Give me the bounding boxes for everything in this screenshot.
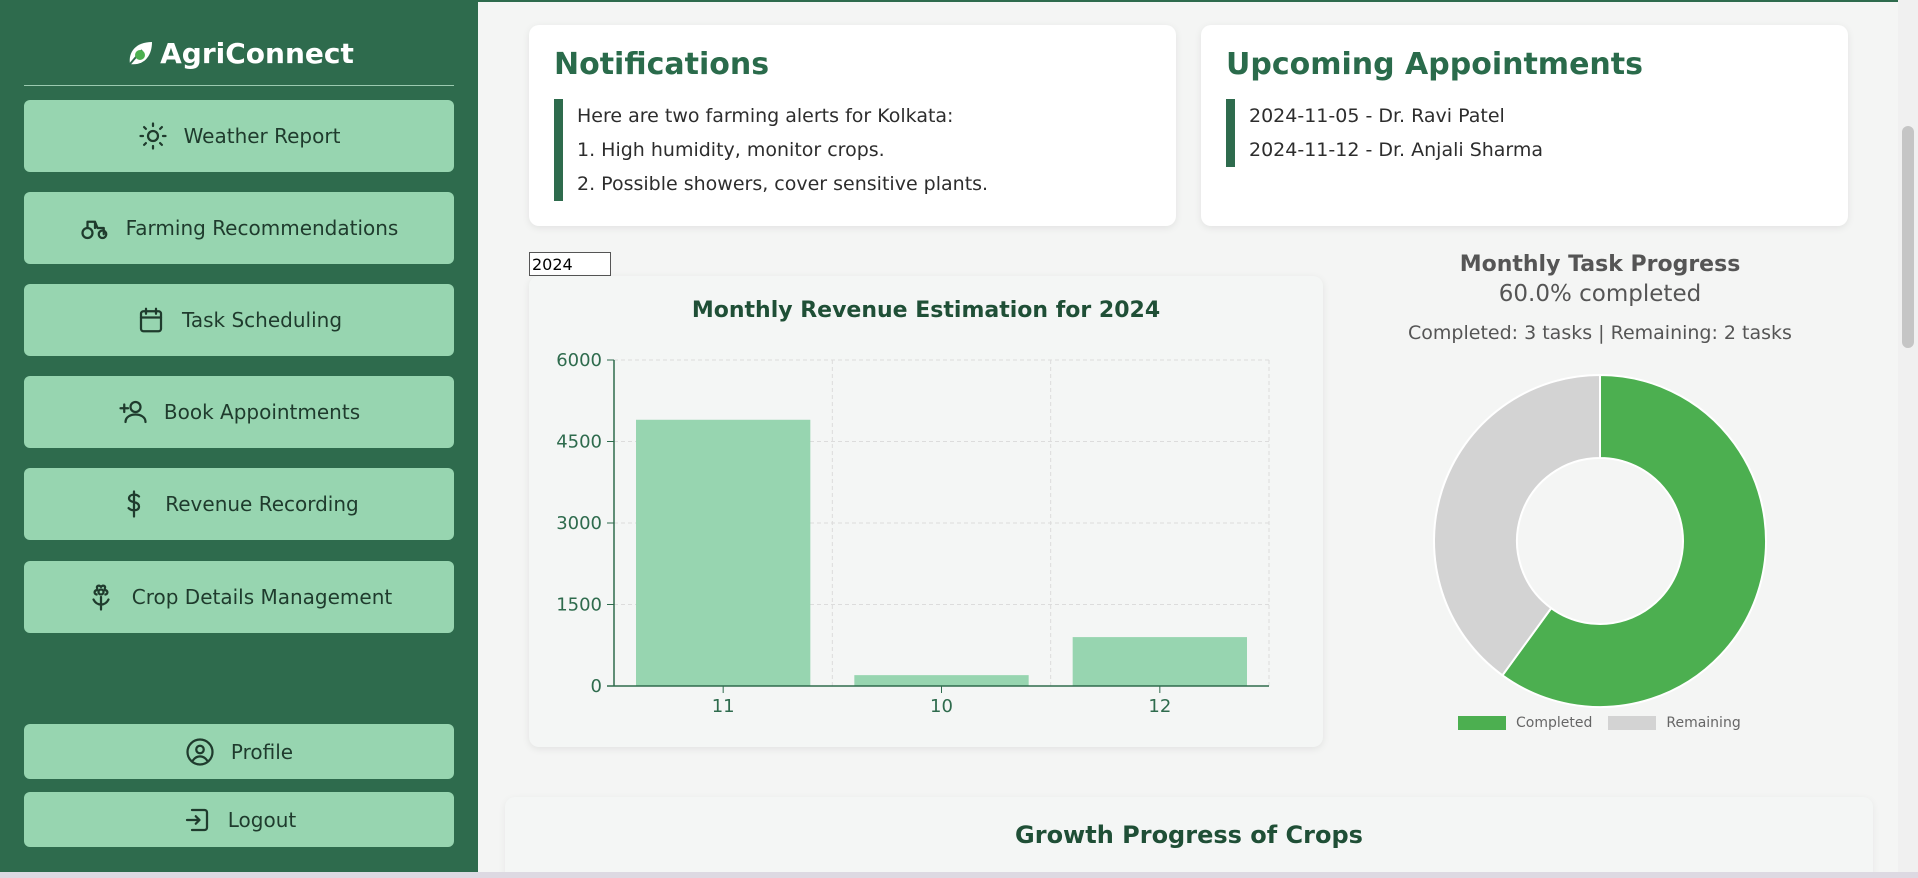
- nav-revenue-recording[interactable]: Revenue Recording: [24, 468, 454, 540]
- legend-remaining-swatch: [1608, 716, 1657, 730]
- task-progress-percent: 60.0% completed: [1498, 281, 1702, 307]
- nav-task-scheduling[interactable]: Task Scheduling: [24, 284, 454, 356]
- legend-remaining-label[interactable]: Remaining: [1666, 715, 1741, 731]
- y-tick-label: 4500: [556, 432, 602, 453]
- legend-completed-swatch: [1458, 716, 1506, 730]
- notification-line: 1. High humidity, monitor crops.: [577, 139, 885, 161]
- nav-crop-details-management[interactable]: Crop Details Management: [24, 561, 454, 633]
- logout-button[interactable]: Logout: [24, 792, 454, 847]
- task-progress-donut: [1433, 373, 1767, 708]
- user-plus-icon: [119, 400, 147, 424]
- appointments-card: Upcoming Appointments 2024-11-05 - Dr. R…: [1201, 25, 1848, 226]
- y-tick-label: 1500: [556, 595, 602, 616]
- appointment-line[interactable]: 2024-11-12 - Dr. Anjali Sharma: [1249, 139, 1544, 161]
- nav-label: Farming Recommendations: [125, 216, 399, 240]
- nav-label: Revenue Recording: [165, 492, 359, 516]
- donut-slice-remaining[interactable]: [1433, 373, 1601, 677]
- sun-icon: [138, 122, 167, 150]
- leaf-logo-icon: [129, 41, 153, 65]
- notifications-list: Here are two farming alerts for Kolkata:…: [554, 99, 988, 201]
- nav-label: Book Appointments: [163, 400, 361, 424]
- year-input[interactable]: [529, 252, 611, 276]
- brand[interactable]: AgriConnect: [24, 22, 454, 86]
- nav-label: Task Scheduling: [181, 308, 343, 332]
- nav-label: Weather Report: [183, 124, 341, 148]
- appointments-list: 2024-11-05 - Dr. Ravi Patel 2024-11-12 -…: [1226, 99, 1543, 167]
- user-circle-icon: [186, 737, 214, 766]
- revenue-bar[interactable]: [854, 675, 1029, 686]
- logout-label: Logout: [227, 807, 297, 832]
- notifications-card: Notifications Here are two farming alert…: [529, 25, 1176, 226]
- notification-line: Here are two farming alerts for Kolkata:: [577, 105, 954, 127]
- brand-name: AgriConnect: [160, 37, 354, 70]
- scrollbar-thumb[interactable]: [1902, 126, 1914, 348]
- appointments-title: Upcoming Appointments: [1226, 47, 1643, 82]
- sidebar: AgriConnect Weather Report Farming Recom…: [0, 0, 478, 878]
- profile-label: Profile: [230, 739, 294, 764]
- dollar-icon: [127, 490, 141, 518]
- revenue-bar[interactable]: [636, 419, 811, 686]
- tractor-icon: [81, 220, 107, 240]
- nav-weather-report[interactable]: Weather Report: [24, 100, 454, 172]
- revenue-bar-chart: 0 1500 3000 4500 6000 11 10 12: [556, 350, 1270, 717]
- top-border: [478, 0, 1918, 2]
- notifications-title: Notifications: [554, 47, 770, 82]
- y-tick-label: 0: [591, 676, 602, 697]
- x-tick-label: 10: [930, 696, 953, 717]
- task-progress-title: Monthly Task Progress: [1459, 252, 1741, 277]
- revenue-chart-card: Monthly Revenue Estimation for 2024 0 150…: [529, 276, 1323, 747]
- nav-book-appointments[interactable]: Book Appointments: [24, 376, 454, 448]
- flower-icon: [92, 584, 110, 611]
- nav-farming-recommendations[interactable]: Farming Recommendations: [24, 192, 454, 264]
- revenue-bar[interactable]: [1072, 637, 1247, 686]
- nav-label: Crop Details Management: [131, 585, 393, 609]
- growth-progress-title: Growth Progress of Crops: [1015, 821, 1363, 849]
- y-tick-label: 6000: [556, 350, 602, 371]
- appointment-line[interactable]: 2024-11-05 - Dr. Ravi Patel: [1249, 105, 1505, 127]
- revenue-chart-title: Monthly Revenue Estimation for 2024: [691, 298, 1161, 323]
- donut-slice-completed[interactable]: [1501, 373, 1767, 708]
- legend-completed-label[interactable]: Completed: [1516, 715, 1593, 731]
- notification-line: 2. Possible showers, cover sensitive pla…: [577, 173, 989, 195]
- profile-button[interactable]: Profile: [24, 724, 454, 779]
- y-tick-label: 3000: [556, 513, 602, 534]
- page-scrollbar[interactable]: [1898, 0, 1918, 872]
- x-tick-label: 11: [712, 696, 735, 717]
- growth-progress-card: Growth Progress of Crops: [505, 797, 1873, 878]
- donut-legend: Completed Remaining: [1458, 715, 1741, 731]
- task-progress-counts: Completed: 3 tasks | Remaining: 2 tasks: [1408, 322, 1792, 344]
- bottom-strip: [0, 872, 1918, 878]
- x-tick-label: 12: [1148, 696, 1171, 717]
- calendar-icon: [139, 307, 163, 333]
- logout-icon: [185, 808, 208, 831]
